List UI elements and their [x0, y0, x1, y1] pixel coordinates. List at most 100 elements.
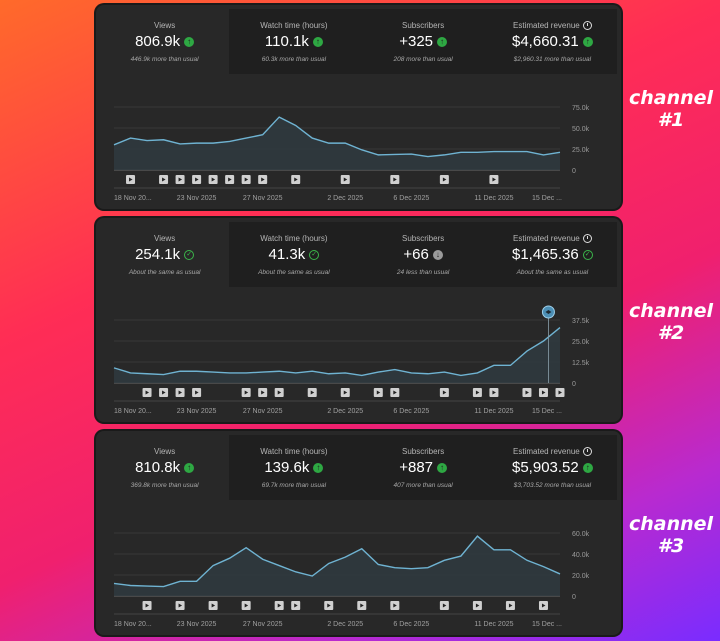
- data-point[interactable]: [441, 557, 447, 563]
- data-point[interactable]: [491, 362, 497, 368]
- data-point[interactable]: [326, 140, 332, 146]
- data-point[interactable]: [326, 371, 332, 377]
- data-point[interactable]: [458, 372, 464, 378]
- data-point[interactable]: [491, 547, 497, 553]
- data-point[interactable]: [260, 556, 266, 562]
- video-marker[interactable]: [225, 175, 235, 184]
- video-marker[interactable]: [538, 388, 548, 397]
- video-marker[interactable]: [390, 388, 400, 397]
- metric-tab-watch-time-hours[interactable]: Watch time (hours) 110.1k ↑ 60.3k more th…: [229, 9, 359, 74]
- data-point[interactable]: [260, 132, 266, 138]
- data-point[interactable]: [557, 325, 563, 331]
- video-marker[interactable]: [340, 388, 350, 397]
- video-marker[interactable]: [472, 388, 482, 397]
- video-marker[interactable]: [241, 388, 251, 397]
- data-point[interactable]: [111, 365, 117, 371]
- video-marker[interactable]: [175, 388, 185, 397]
- data-point[interactable]: [392, 367, 398, 373]
- metric-tab-watch-time-hours[interactable]: Watch time (hours) 41.3k ✓ About the same…: [229, 222, 359, 287]
- data-point[interactable]: [111, 142, 117, 148]
- metric-tab-watch-time-hours[interactable]: Watch time (hours) 139.6k ↑ 69.7k more th…: [229, 435, 359, 500]
- video-marker[interactable]: [175, 175, 185, 184]
- video-marker[interactable]: [555, 388, 565, 397]
- video-marker[interactable]: [439, 388, 449, 397]
- video-marker[interactable]: [175, 601, 185, 610]
- video-marker[interactable]: [472, 601, 482, 610]
- data-point[interactable]: [458, 149, 464, 155]
- data-point[interactable]: [161, 137, 167, 143]
- data-point[interactable]: [375, 152, 381, 158]
- data-point[interactable]: [243, 370, 249, 376]
- data-point[interactable]: [227, 138, 233, 144]
- video-marker[interactable]: [489, 388, 499, 397]
- video-marker[interactable]: [126, 175, 136, 184]
- data-point[interactable]: [540, 152, 546, 158]
- clock-icon[interactable]: [582, 233, 592, 243]
- metric-tab-subscribers[interactable]: Subscribers +66 ↓ 24 less than usual: [358, 222, 488, 287]
- metric-tab-estimated-revenue[interactable]: Estimated revenue $4,660.31 ↑ $2,960.31 m…: [487, 9, 617, 74]
- video-marker[interactable]: [439, 601, 449, 610]
- data-point[interactable]: [293, 569, 299, 575]
- video-marker[interactable]: [142, 601, 152, 610]
- data-point[interactable]: [144, 583, 150, 589]
- video-marker[interactable]: [489, 175, 499, 184]
- video-marker[interactable]: [208, 601, 218, 610]
- data-point[interactable]: [458, 553, 464, 559]
- clock-icon[interactable]: [582, 446, 592, 456]
- data-point[interactable]: [128, 583, 134, 589]
- video-marker[interactable]: [390, 175, 400, 184]
- data-point[interactable]: [342, 140, 348, 146]
- data-point[interactable]: [425, 154, 431, 160]
- data-point[interactable]: [177, 578, 183, 584]
- metric-tab-estimated-revenue[interactable]: Estimated revenue $1,465.36 ✓ About the s…: [487, 222, 617, 287]
- video-marker[interactable]: [291, 175, 301, 184]
- data-point[interactable]: [474, 533, 480, 539]
- video-marker[interactable]: [142, 388, 152, 397]
- data-point[interactable]: [309, 573, 315, 579]
- data-point[interactable]: [375, 369, 381, 375]
- data-point[interactable]: [392, 151, 398, 157]
- data-point[interactable]: [524, 557, 530, 563]
- data-point[interactable]: [342, 370, 348, 376]
- metric-tab-subscribers[interactable]: Subscribers +887 ↑ 407 more than usual: [358, 435, 488, 500]
- data-point[interactable]: [507, 547, 513, 553]
- video-marker[interactable]: [373, 388, 383, 397]
- data-point[interactable]: [474, 370, 480, 376]
- data-point[interactable]: [243, 135, 249, 141]
- data-point[interactable]: [557, 571, 563, 577]
- data-point[interactable]: [326, 560, 332, 566]
- data-point[interactable]: [144, 138, 150, 144]
- video-marker[interactable]: [258, 388, 268, 397]
- video-marker[interactable]: [159, 388, 169, 397]
- video-marker[interactable]: [192, 175, 202, 184]
- video-marker[interactable]: [258, 175, 268, 184]
- data-point[interactable]: [194, 140, 200, 146]
- data-point[interactable]: [408, 370, 414, 376]
- video-marker[interactable]: [192, 388, 202, 397]
- data-point[interactable]: [128, 135, 134, 141]
- metric-tab-views[interactable]: Views 254.1k ✓ About the same as usual: [100, 222, 230, 287]
- data-point[interactable]: [507, 149, 513, 155]
- data-point[interactable]: [309, 135, 315, 141]
- data-point[interactable]: [227, 555, 233, 561]
- video-marker[interactable]: [159, 175, 169, 184]
- data-point[interactable]: [441, 369, 447, 375]
- video-marker[interactable]: [522, 388, 532, 397]
- video-marker[interactable]: [241, 601, 251, 610]
- data-point[interactable]: [524, 149, 530, 155]
- data-point[interactable]: [293, 122, 299, 128]
- data-point[interactable]: [441, 152, 447, 158]
- data-point[interactable]: [524, 348, 530, 354]
- data-point[interactable]: [507, 362, 513, 368]
- data-point[interactable]: [359, 546, 365, 552]
- video-marker[interactable]: [538, 601, 548, 610]
- data-point[interactable]: [210, 563, 216, 569]
- metric-tab-views[interactable]: Views 810.8k ↑ 369.8k more than usual: [100, 435, 230, 500]
- video-marker[interactable]: [340, 175, 350, 184]
- data-point[interactable]: [177, 368, 183, 374]
- data-point[interactable]: [276, 368, 282, 374]
- video-marker[interactable]: [505, 601, 515, 610]
- data-point[interactable]: [177, 141, 183, 147]
- data-point[interactable]: [260, 369, 266, 375]
- data-point[interactable]: [392, 565, 398, 571]
